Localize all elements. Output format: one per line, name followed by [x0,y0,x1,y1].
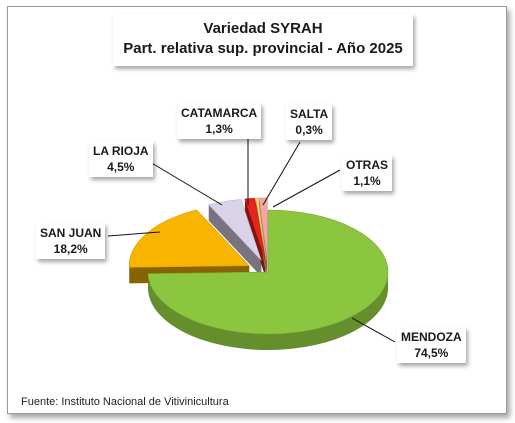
leader-line-otras [272,169,341,208]
slice-name-otras: OTRAS [346,158,388,172]
slice-name-mendoza: MENDOZA [401,330,462,344]
chart-title-box: Variedad SYRAH Part. relativa sup. provi… [113,14,413,66]
slice-label-salta: SALTA 0,3% [286,104,333,140]
slice-value-otras: 1,1% [353,174,381,188]
slice-la-rioja [208,199,262,261]
slice-salta [255,197,267,260]
slice-value-catamarca: 1,3% [205,122,233,136]
slice-side-mendoza-0 [148,272,389,351]
slice-catamarca [244,197,266,261]
slice-value-salta: 0,3% [295,123,323,137]
slice-san-juan [128,209,250,268]
slice-label-mendoza: MENDOZA 74,5% [397,327,466,363]
leader-line-salta [262,141,301,206]
slice-label-otras: OTRAS 1,1% [342,155,392,191]
slice-value-la-rioja: 4,5% [107,160,135,174]
slice-name-catamarca: CATAMARCA [181,106,258,120]
leader-lines [107,135,396,343]
pie-tops [128,197,389,335]
chart-subtitle: Part. relativa sup. provincial - Año 202… [123,40,403,57]
slice-label-la-rioja: LA RIOJA 4,5% [89,141,153,177]
slice-label-san-juan: SAN JUAN 18,2% [36,223,106,259]
slice-value-san-juan: 18,2% [53,242,88,256]
source-note: Fuente: Instituto Nacional de Vitivinicu… [21,396,229,408]
slice-value-mendoza: 74,5% [414,346,449,360]
leader-line-mendoza [351,317,396,343]
leader-line-la-rioja [149,161,223,206]
slice-name-la-rioja: LA RIOJA [93,144,149,158]
leader-line-san-juan [107,231,161,237]
slice-name-san-juan: SAN JUAN [40,226,102,240]
chart-title: Variedad SYRAH [203,20,323,37]
slice-wall-la-rioja-0 [208,204,262,277]
slice-mendoza [147,209,389,335]
slice-name-salta: SALTA [290,107,329,121]
slice-label-catamarca: CATAMARCA 1,3% [177,103,262,139]
